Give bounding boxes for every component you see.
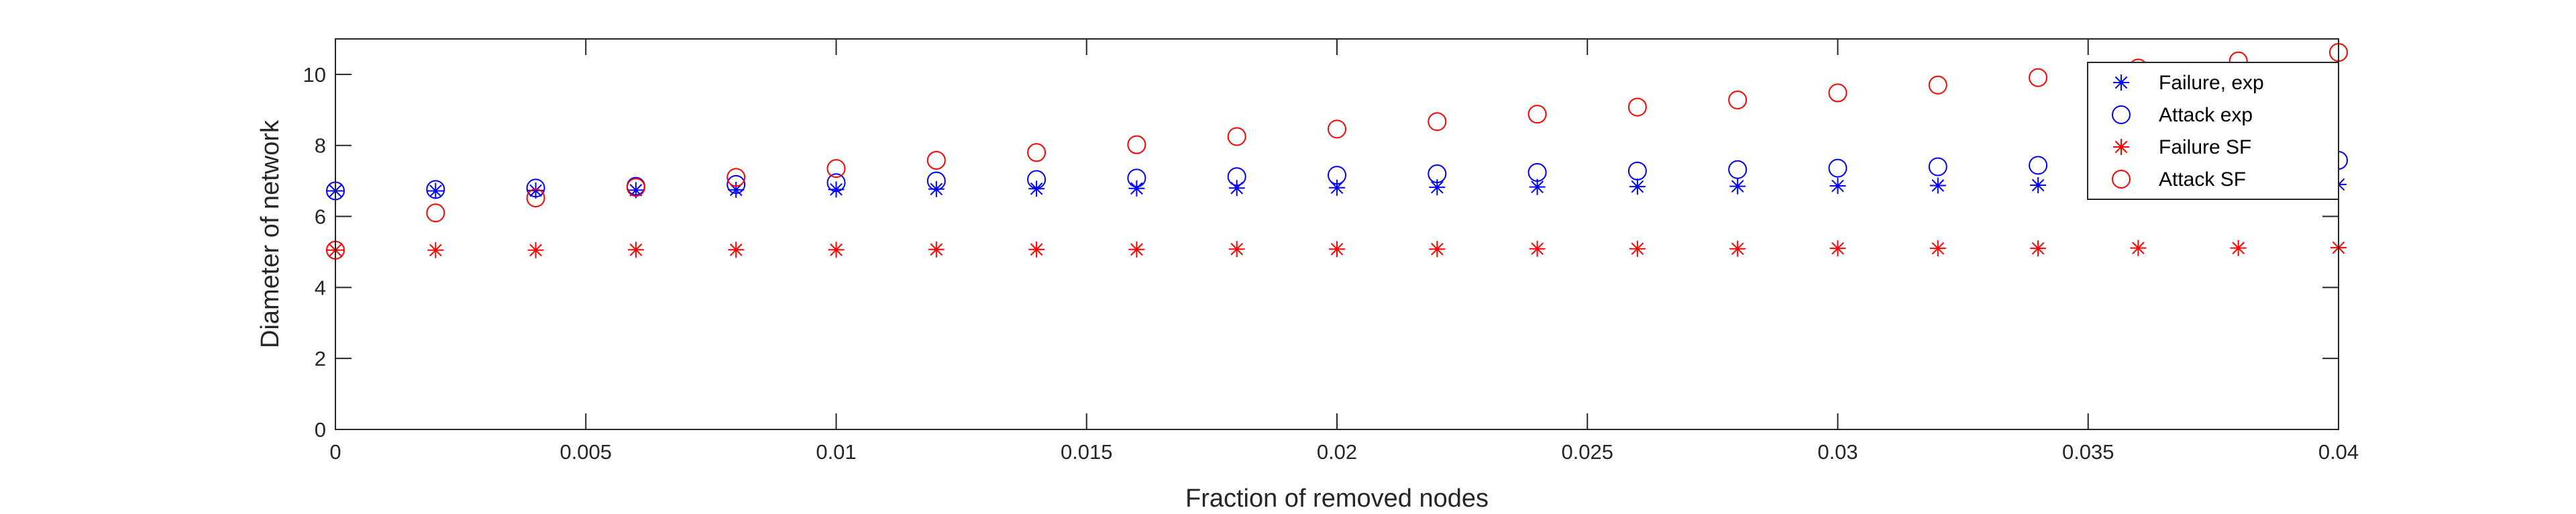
data-point bbox=[1127, 168, 1146, 188]
data-point bbox=[1227, 167, 1246, 187]
data-point bbox=[2029, 156, 2048, 175]
data-point bbox=[2130, 240, 2147, 256]
data-point bbox=[1828, 158, 1847, 178]
data-point bbox=[828, 242, 845, 258]
x-tick-label: 0.04 bbox=[2318, 440, 2359, 464]
data-point bbox=[1429, 241, 1446, 258]
data-point bbox=[2030, 240, 2047, 257]
data-point bbox=[1329, 241, 1345, 258]
data-point bbox=[1629, 240, 1646, 257]
x-tick-label: 0.03 bbox=[1817, 440, 1858, 464]
y-axis-label: Diameter of network bbox=[256, 119, 284, 348]
data-point bbox=[1429, 179, 1446, 196]
data-point bbox=[1627, 161, 1647, 181]
series-failure-sf bbox=[327, 240, 2347, 258]
legend-marker bbox=[2112, 105, 2131, 124]
data-point bbox=[1027, 170, 1046, 189]
plot-area bbox=[335, 39, 2339, 429]
data-point bbox=[426, 180, 445, 199]
data-point bbox=[1829, 178, 1846, 195]
data-point bbox=[1328, 166, 1346, 185]
data-point bbox=[1127, 135, 1146, 154]
data-point bbox=[728, 242, 745, 258]
data-point bbox=[1428, 164, 1447, 184]
y-tick-label: 4 bbox=[315, 276, 326, 299]
data-point bbox=[427, 183, 444, 199]
legend-marker bbox=[2112, 170, 2131, 189]
data-point bbox=[727, 168, 746, 187]
data-point bbox=[627, 242, 644, 258]
legend-label: Attack exp bbox=[2159, 104, 2253, 126]
legend-item: Failure, exp bbox=[2113, 72, 2264, 94]
data-point bbox=[526, 189, 545, 208]
data-point bbox=[926, 171, 946, 191]
x-tick-label: 0 bbox=[329, 440, 341, 464]
legend-label: Failure SF bbox=[2159, 136, 2251, 158]
data-point bbox=[1828, 83, 1847, 103]
data-point bbox=[1928, 157, 1947, 176]
x-tick-label: 0.035 bbox=[2062, 440, 2114, 464]
legend-item: Attack exp bbox=[2112, 104, 2253, 126]
data-point bbox=[1928, 75, 1947, 95]
data-point bbox=[1428, 112, 1447, 132]
data-point bbox=[727, 174, 746, 194]
y-tick-label: 6 bbox=[315, 205, 326, 229]
data-point bbox=[1627, 97, 1647, 117]
data-point bbox=[826, 173, 846, 193]
data-point bbox=[1929, 240, 1946, 257]
x-tick-label: 0.02 bbox=[1317, 440, 1357, 464]
data-point bbox=[1328, 119, 1346, 139]
data-point bbox=[1729, 240, 1746, 257]
data-point bbox=[926, 150, 946, 170]
data-point bbox=[1228, 180, 1245, 197]
y-tick-label: 10 bbox=[303, 63, 326, 87]
data-point bbox=[826, 159, 846, 178]
y-tick-label: 8 bbox=[315, 134, 326, 158]
data-point bbox=[1228, 241, 1245, 258]
legend-marker bbox=[2113, 139, 2129, 155]
data-point bbox=[1027, 143, 1046, 162]
legend: Failure, exp Attack exp Failure SF Attack S… bbox=[2087, 62, 2339, 200]
data-point bbox=[1527, 105, 1547, 124]
data-point bbox=[2029, 68, 2048, 87]
legend-label: Attack SF bbox=[2159, 168, 2246, 191]
data-point bbox=[1929, 177, 1946, 194]
y-tick-label: 2 bbox=[315, 347, 326, 370]
data-point bbox=[1729, 178, 1746, 195]
x-tick-label: 0.025 bbox=[1561, 440, 1613, 464]
data-point bbox=[426, 203, 445, 223]
y-tick-label: 0 bbox=[315, 418, 326, 442]
x-axis-label: Fraction of removed nodes bbox=[1185, 484, 1489, 513]
data-point bbox=[427, 242, 444, 258]
legend-item: Attack SF bbox=[2112, 168, 2246, 191]
data-point bbox=[928, 241, 945, 258]
x-tick-label: 0.015 bbox=[1061, 440, 1113, 464]
data-point bbox=[1829, 240, 1846, 257]
data-point bbox=[1529, 240, 1546, 257]
data-point bbox=[1527, 162, 1547, 182]
data-point bbox=[1728, 160, 1748, 179]
x-tick-label: 0.005 bbox=[559, 440, 612, 464]
data-point bbox=[626, 178, 645, 197]
data-point bbox=[2030, 176, 2047, 193]
legend-marker bbox=[2113, 74, 2129, 91]
data-point bbox=[526, 178, 545, 198]
legend-item: Failure SF bbox=[2113, 136, 2251, 158]
data-point bbox=[1128, 180, 1145, 197]
data-point bbox=[1629, 178, 1646, 195]
data-point bbox=[2230, 240, 2247, 256]
data-point bbox=[527, 242, 544, 258]
data-point bbox=[1028, 241, 1045, 258]
x-tick-label: 0.01 bbox=[816, 440, 856, 464]
data-point bbox=[1128, 241, 1145, 258]
data-point bbox=[1728, 91, 1748, 110]
legend-label: Failure, exp bbox=[2159, 72, 2264, 94]
data-point bbox=[1227, 127, 1246, 146]
